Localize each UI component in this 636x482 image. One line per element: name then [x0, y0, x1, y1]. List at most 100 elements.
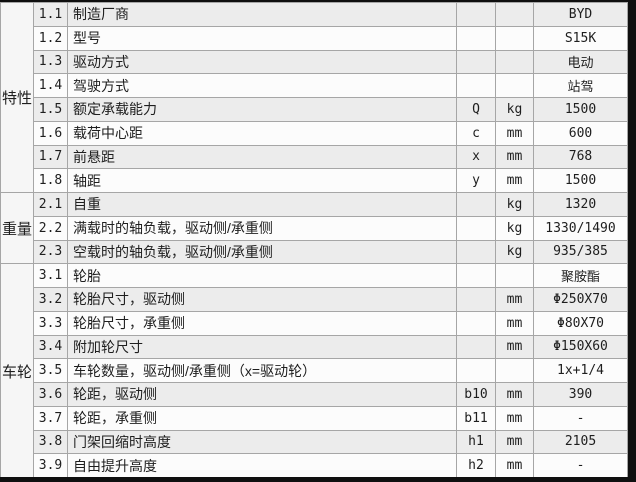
group-label-cell: 车轮 — [1, 264, 34, 478]
row-number-cell: 3.8 — [34, 430, 68, 454]
unit-cell: mm — [496, 311, 534, 335]
row-number-cell: 2.2 — [34, 216, 68, 240]
unit-cell: kg — [496, 216, 534, 240]
unit-cell: mm — [496, 383, 534, 406]
row-number-cell: 1.8 — [34, 169, 68, 192]
spec-row-3.1: 3.1 轮胎 聚胺酯 — [34, 264, 627, 288]
value-cell: 站驾 — [567, 80, 594, 96]
value-cell: 聚胺酯 — [560, 270, 600, 286]
spec-row-1.2: 1.2 型号 S15K — [34, 26, 627, 51]
spec-row-2.3: 2.3 空载时的轴负载，驱动侧/承重侧 kg 935/385 — [34, 240, 627, 265]
spec-row-1.8: 1.8 轴距 y mm 1500 — [34, 169, 627, 193]
spec-name-cell: 前悬距 — [68, 145, 457, 169]
row-number-cell: 2.1 — [34, 193, 68, 216]
value-cell: 1320 — [564, 196, 597, 212]
symbol-cell: b11 — [457, 406, 496, 430]
value-cell: 390 — [568, 386, 593, 402]
spec-name-cell: 自重 — [68, 193, 457, 216]
spec-row-3.9: 3.9 自由提升高度 h2 mm - — [34, 454, 627, 478]
symbol-cell: y — [457, 169, 496, 192]
spec-row-3.7: 3.7 轮距，承重侧 b11 mm - — [34, 406, 627, 431]
group-rows: 3.1 轮胎 聚胺酯 3.2 轮胎尺寸，驱动侧 mm Φ250X70 3.3 轮胎尺寸，承重侧 m… — [34, 264, 627, 478]
unit-cell: mm — [496, 335, 534, 359]
photo-edge-top — [0, 0, 636, 2]
group-weight: 重量 2.1 自重 kg 1320 2.2 满载时的轴负载，驱动侧/承重侧 kg 1330/1… — [1, 193, 627, 265]
symbol-cell — [457, 3, 496, 26]
photo-edge-right — [628, 0, 636, 482]
unit-cell — [496, 26, 534, 50]
row-number-cell: 3.3 — [34, 311, 68, 335]
group-characteristics: 特性 1.1 制造厂商 BYD 1.2 型号 S15K 1.3 驱动方式 电动 1.4 驾驶方式 站驾… — [1, 3, 627, 193]
symbol-cell — [457, 288, 496, 311]
spec-name-cell: 额定承载能力 — [68, 98, 457, 121]
value-cell: 768 — [568, 149, 593, 165]
group-rows: 1.1 制造厂商 BYD 1.2 型号 S15K 1.3 驱动方式 电动 1.4 驾驶方式 站驾 1.5… — [34, 3, 627, 193]
spec-name-cell: 轮胎尺寸，承重侧 — [68, 311, 457, 335]
row-number-cell: 3.4 — [34, 335, 68, 359]
symbol-cell: b10 — [457, 383, 496, 406]
spec-name-cell: 型号 — [68, 26, 457, 50]
symbol-cell — [457, 26, 496, 50]
row-number-cell: 1.1 — [34, 3, 68, 26]
unit-cell: mm — [496, 169, 534, 192]
value-cell: - — [576, 410, 585, 426]
unit-cell: kg — [496, 98, 534, 121]
spec-name-cell: 驾驶方式 — [68, 74, 457, 97]
symbol-cell — [457, 335, 496, 359]
row-number-cell: 3.9 — [34, 454, 68, 477]
unit-cell: mm — [496, 145, 534, 169]
row-number-cell: 1.2 — [34, 26, 68, 50]
spec-row-3.2: 3.2 轮胎尺寸，驱动侧 mm Φ250X70 — [34, 288, 627, 312]
row-number-cell: 3.7 — [34, 406, 68, 430]
spec-name-cell: 载荷中心距 — [68, 121, 457, 145]
unit-cell: mm — [496, 121, 534, 145]
group-wheels: 车轮 3.1 轮胎 聚胺酯 3.2 轮胎尺寸，驱动侧 mm Φ250X70 3.3 轮胎尺寸，承… — [1, 264, 627, 478]
spec-row-3.8: 3.8 门架回缩时高度 h1 mm 2105 — [34, 430, 627, 455]
symbol-cell — [457, 74, 496, 97]
spec-name-cell: 轮距，承重侧 — [68, 406, 457, 430]
spec-row-1.7: 1.7 前悬距 x mm 768 — [34, 145, 627, 170]
symbol-cell — [457, 216, 496, 240]
spec-name-cell: 自由提升高度 — [68, 454, 457, 477]
spec-row-3.5: 3.5 车轮数量，驱动侧/承重侧（x=驱动轮） 1x+1/4 — [34, 359, 627, 383]
value-cell: 1500 — [564, 101, 597, 117]
value-cell: Φ250X70 — [553, 291, 608, 307]
spec-name-cell: 满载时的轴负载，驱动侧/承重侧 — [68, 216, 457, 240]
row-number-cell: 3.6 — [34, 383, 68, 406]
group-label: 重量 — [1, 220, 32, 238]
unit-cell: mm — [496, 406, 534, 430]
symbol-cell — [457, 311, 496, 335]
value-cell: - — [576, 458, 585, 474]
unit-cell — [496, 264, 534, 287]
value-cell: 935/385 — [553, 244, 608, 260]
row-number-cell: 1.6 — [34, 121, 68, 145]
spec-name-cell: 制造厂商 — [68, 3, 457, 26]
spec-name-cell: 轮胎尺寸，驱动侧 — [68, 288, 457, 311]
symbol-cell — [457, 240, 496, 264]
value-cell: BYD — [568, 6, 593, 22]
group-label-cell: 重量 — [1, 193, 34, 265]
spec-name-cell: 轴距 — [68, 169, 457, 192]
row-number-cell: 3.1 — [34, 264, 68, 287]
group-label: 特性 — [1, 90, 32, 107]
symbol-cell: h1 — [457, 430, 496, 454]
unit-cell — [496, 50, 534, 74]
unit-cell: mm — [496, 288, 534, 311]
symbol-cell — [457, 359, 496, 382]
row-number-cell: 1.7 — [34, 145, 68, 169]
spec-name-cell: 附加轮尺寸 — [68, 335, 457, 359]
unit-cell — [496, 3, 534, 26]
symbol-cell: x — [457, 145, 496, 169]
row-number-cell: 1.3 — [34, 50, 68, 74]
value-cell: Φ150X60 — [553, 339, 608, 355]
row-number-cell: 3.2 — [34, 288, 68, 311]
spec-row-1.6: 1.6 载荷中心距 c mm 600 — [34, 121, 627, 146]
spec-name-cell: 车轮数量，驱动侧/承重侧（x=驱动轮） — [68, 359, 457, 382]
spec-name-cell: 轮距，驱动侧 — [68, 383, 457, 406]
value-cell: 1500 — [564, 173, 597, 189]
unit-cell: kg — [496, 240, 534, 264]
symbol-cell: c — [457, 121, 496, 145]
spec-row-3.4: 3.4 附加轮尺寸 mm Φ150X60 — [34, 335, 627, 360]
value-cell: S15K — [564, 30, 597, 46]
